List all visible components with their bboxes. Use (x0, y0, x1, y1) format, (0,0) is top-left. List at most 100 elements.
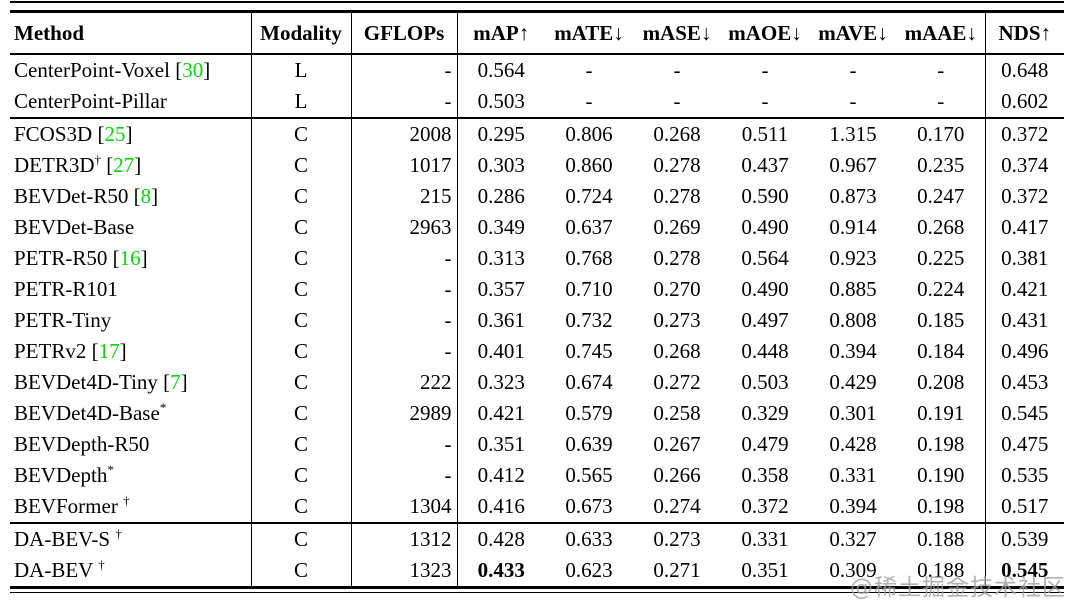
metric-cell: 0.394 (829, 339, 877, 363)
metric-cell: 0.511 (721, 117, 809, 150)
table-row: CenterPoint-Pillar L -0.503- - - - -0.602 (10, 86, 1064, 118)
metric-cell: 0.170 (897, 117, 985, 150)
method-cell: CenterPoint-Voxel [30] (14, 58, 211, 82)
metric-cell: 0.274 (653, 494, 701, 518)
modality-cell: C (250, 181, 351, 212)
method-name: PETRv2 (14, 339, 87, 363)
modality-cell: L (250, 86, 351, 118)
method-cell: FCOS3D [25] (10, 117, 251, 150)
gflops-cell: - (350, 460, 457, 491)
method-cell: BEVDepth-R50 (10, 429, 251, 460)
dagger-superscript: † (123, 493, 130, 508)
nds-cell: 0.475 (984, 429, 1064, 460)
metric-cell: 0.331 (721, 522, 809, 555)
metric-cell: 0.208 (917, 370, 965, 394)
modality-cell: C (250, 150, 351, 181)
method-cell: BEVDet4D-Tiny [7] (14, 370, 188, 394)
metric-cell: 0.278 (653, 246, 701, 270)
metric-cell: 0.188 (897, 522, 985, 555)
metric-cell: 0.269 (653, 215, 701, 239)
metric-cell: 0.349 (456, 212, 545, 243)
method-cell: DA-BEV † (10, 555, 251, 588)
metric-cell: 0.806 (545, 117, 633, 150)
table-row: DETR3D† [27] C 1017 0.303 0.860 0.278 0.437 0.9… (10, 150, 1064, 181)
metric-cell: 0.710 (565, 277, 613, 301)
gflops-cell: - (350, 305, 457, 336)
table-row: BEVDet-Base C 2963 0.349 0.637 0.269 0.490 0.91… (10, 212, 1064, 243)
method-name: BEVDet4D-Tiny (14, 370, 158, 394)
metric-cell: 0.564 (741, 246, 789, 270)
metric-cell: - (849, 58, 857, 82)
table-row: FCOS3D [25] C 2008 0.295 0.806 0.268 0.511 1.31… (10, 117, 1064, 150)
gflops-cell: 2989 (350, 398, 457, 429)
table-row: BEVDepth* C -0.412 0.565 0.266 0.358 0.331 0.19… (10, 460, 1064, 491)
nds-cell: 0.431 (984, 305, 1064, 336)
col-header-maae: mAAE↓ (897, 11, 985, 55)
metric-cell: 0.267 (653, 432, 701, 456)
gflops-cell: 2008 (350, 117, 457, 150)
metric-cell: 0.303 (456, 150, 545, 181)
citation-number: 8 (140, 184, 152, 208)
method-cell: CenterPoint-Pillar (10, 86, 251, 118)
nds-cell: 0.545 (984, 555, 1064, 588)
metric-cell: 0.185 (917, 308, 965, 332)
metric-cell: 0.273 (633, 522, 721, 555)
col-header-gflops: GFLOPs (350, 11, 457, 55)
method-cell: DETR3D† [27] (14, 152, 142, 177)
metric-cell: 0.503 (741, 370, 789, 394)
metric-cell: 0.278 (653, 184, 701, 208)
modality-cell: C (250, 305, 351, 336)
nds-cell: 0.374 (984, 150, 1064, 181)
metric-cell: 0.266 (653, 463, 701, 487)
metric-cell: 0.967 (829, 153, 877, 177)
table-row: DA-BEV-S † C 1312 0.428 0.633 0.273 0.331 0.327… (10, 522, 1064, 555)
method-cell: PETR-R101 (10, 274, 251, 305)
gflops-cell: 1312 (350, 522, 457, 555)
nds-cell: 0.539 (984, 522, 1064, 555)
method-name: PETR-R101 (14, 277, 118, 301)
table-row: BEVDet-R50 [8] C 215 0.286 0.724 0.278 0.590 0.… (10, 181, 1064, 212)
method-name: BEVDepth (14, 463, 108, 487)
metric-cell: 0.564 (456, 54, 545, 86)
modality-cell: C (250, 336, 351, 367)
metric-cell: 0.278 (653, 153, 701, 177)
table-body: CenterPoint-Voxel [30] L -0.564- - - - -0.648 C… (10, 54, 1064, 588)
metric-cell: 0.351 (741, 558, 789, 582)
nds-cell: 0.535 (984, 460, 1064, 491)
metric-cell: 0.247 (917, 184, 965, 208)
modality-cell: C (250, 117, 351, 150)
gflops-cell: 1017 (350, 150, 457, 181)
nds-cell: 0.381 (984, 243, 1064, 274)
table-row: BEVFormer † C 1304 0.416 0.673 0.274 0.372 0.39… (10, 491, 1064, 523)
metric-cell: 0.428 (829, 432, 877, 456)
metric-cell: 0.490 (741, 277, 789, 301)
metric-cell: 0.329 (741, 401, 789, 425)
metric-cell: 0.184 (917, 339, 965, 363)
citation-number: 27 (113, 153, 135, 177)
metric-cell: 0.268 (653, 339, 701, 363)
nds-cell: 0.421 (984, 274, 1064, 305)
dagger-superscript: † (115, 526, 122, 541)
gflops-cell: 1304 (350, 491, 457, 523)
nds-cell: 0.372 (984, 181, 1064, 212)
modality-cell: C (250, 460, 351, 491)
metric-cell: 0.565 (565, 463, 613, 487)
nds-cell: 0.417 (984, 212, 1064, 243)
table-header-row: Method Modality GFLOPs mAP↑ mATE↓ mASE↓ … (10, 11, 1064, 55)
method-cell: BEVDet4D-Base* (10, 398, 251, 429)
col-header-map: mAP↑ (456, 11, 545, 55)
col-header-maoe: mAOE↓ (721, 11, 809, 55)
metric-cell: 0.188 (917, 558, 965, 582)
gflops-cell: - (350, 86, 457, 118)
metric-cell: 0.190 (917, 463, 965, 487)
method-cell: PETR-R50 [16] (14, 246, 148, 270)
gflops-cell: - (350, 429, 457, 460)
modality-cell: L (250, 54, 351, 86)
metric-cell: - (585, 58, 593, 82)
gflops-cell: 215 (350, 181, 457, 212)
modality-cell: C (250, 367, 351, 398)
col-header-mase: mASE↓ (633, 11, 721, 55)
metric-cell: 0.860 (565, 153, 613, 177)
table-row: PETR-Tiny C -0.361 0.732 0.273 0.497 0.808 0.18… (10, 305, 1064, 336)
metric-cell: 0.433 (456, 555, 545, 588)
